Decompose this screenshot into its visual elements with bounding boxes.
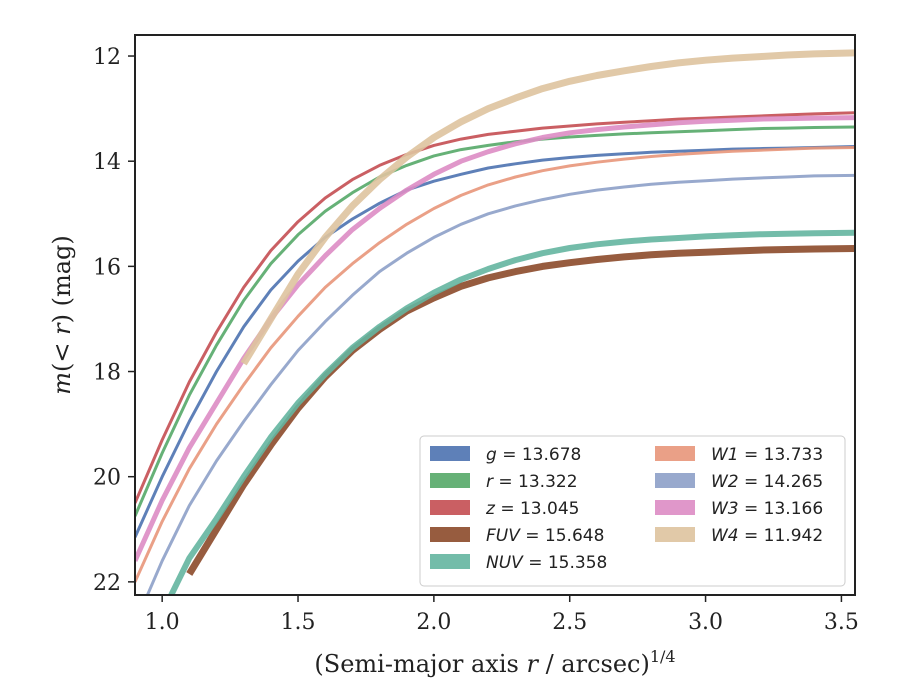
legend-swatch <box>430 473 470 488</box>
x-tick-label: 1.5 <box>281 610 316 635</box>
legend: g = 13.678 r = 13.322 z = 13.045 FUV = 15.6… <box>419 435 846 587</box>
legend-label: W1 = 13.733 <box>711 445 823 465</box>
legend-label: g = 13.678 <box>486 445 581 465</box>
legend-swatch <box>655 446 695 461</box>
legend-swatch <box>655 473 695 488</box>
legend-swatch <box>430 446 470 461</box>
y-axis-label: m(< r) (mag) <box>48 235 76 395</box>
series-layer <box>135 49 855 595</box>
y-tick-label: 14 <box>93 150 121 175</box>
series-line-3 <box>186 245 855 576</box>
series-line-5 <box>135 146 855 583</box>
legend-label: z = 13.045 <box>485 499 579 519</box>
y-tick-label: 18 <box>93 361 121 386</box>
legend-box <box>419 435 846 587</box>
x-tick-label: 2.0 <box>416 610 451 635</box>
y-tick-label: 22 <box>93 571 121 596</box>
legend-label: W4 = 11.942 <box>711 526 823 546</box>
x-tick-label: 3.0 <box>688 610 723 635</box>
plot-frame <box>134 34 856 596</box>
legend-label: r = 13.322 <box>486 472 578 492</box>
legend-swatch <box>655 527 695 542</box>
y-tick-label: 16 <box>93 255 121 280</box>
x-axis-label: (Semi-major axis r / arcsec)1/4 <box>314 647 675 678</box>
legend-label: NUV = 15.358 <box>486 553 607 573</box>
y-tick-label: 12 <box>93 45 121 70</box>
series-line-0 <box>135 145 855 538</box>
series-line-8 <box>240 49 855 366</box>
legend-label: W3 = 13.166 <box>711 499 823 519</box>
series-line-2 <box>135 111 855 504</box>
legend-label: FUV = 15.648 <box>486 526 604 546</box>
legend-swatch <box>430 527 470 542</box>
x-tick-label: 2.5 <box>552 610 587 635</box>
legend-label: W2 = 14.265 <box>711 472 823 492</box>
legend-swatch <box>655 500 695 515</box>
legend-swatch <box>430 500 470 515</box>
legend-swatch <box>430 554 470 569</box>
y-tick-label: 20 <box>93 466 121 491</box>
series-line-1 <box>135 125 855 517</box>
x-tick-label: 1.0 <box>145 610 180 635</box>
series-line-4 <box>167 229 855 595</box>
ticks-layer: 1.0 1.5 2.0 2.5 3.0 3.5 12 14 16 18 20 22 <box>93 45 859 635</box>
x-tick-label: 3.5 <box>824 610 859 635</box>
series-line-6 <box>145 173 855 595</box>
